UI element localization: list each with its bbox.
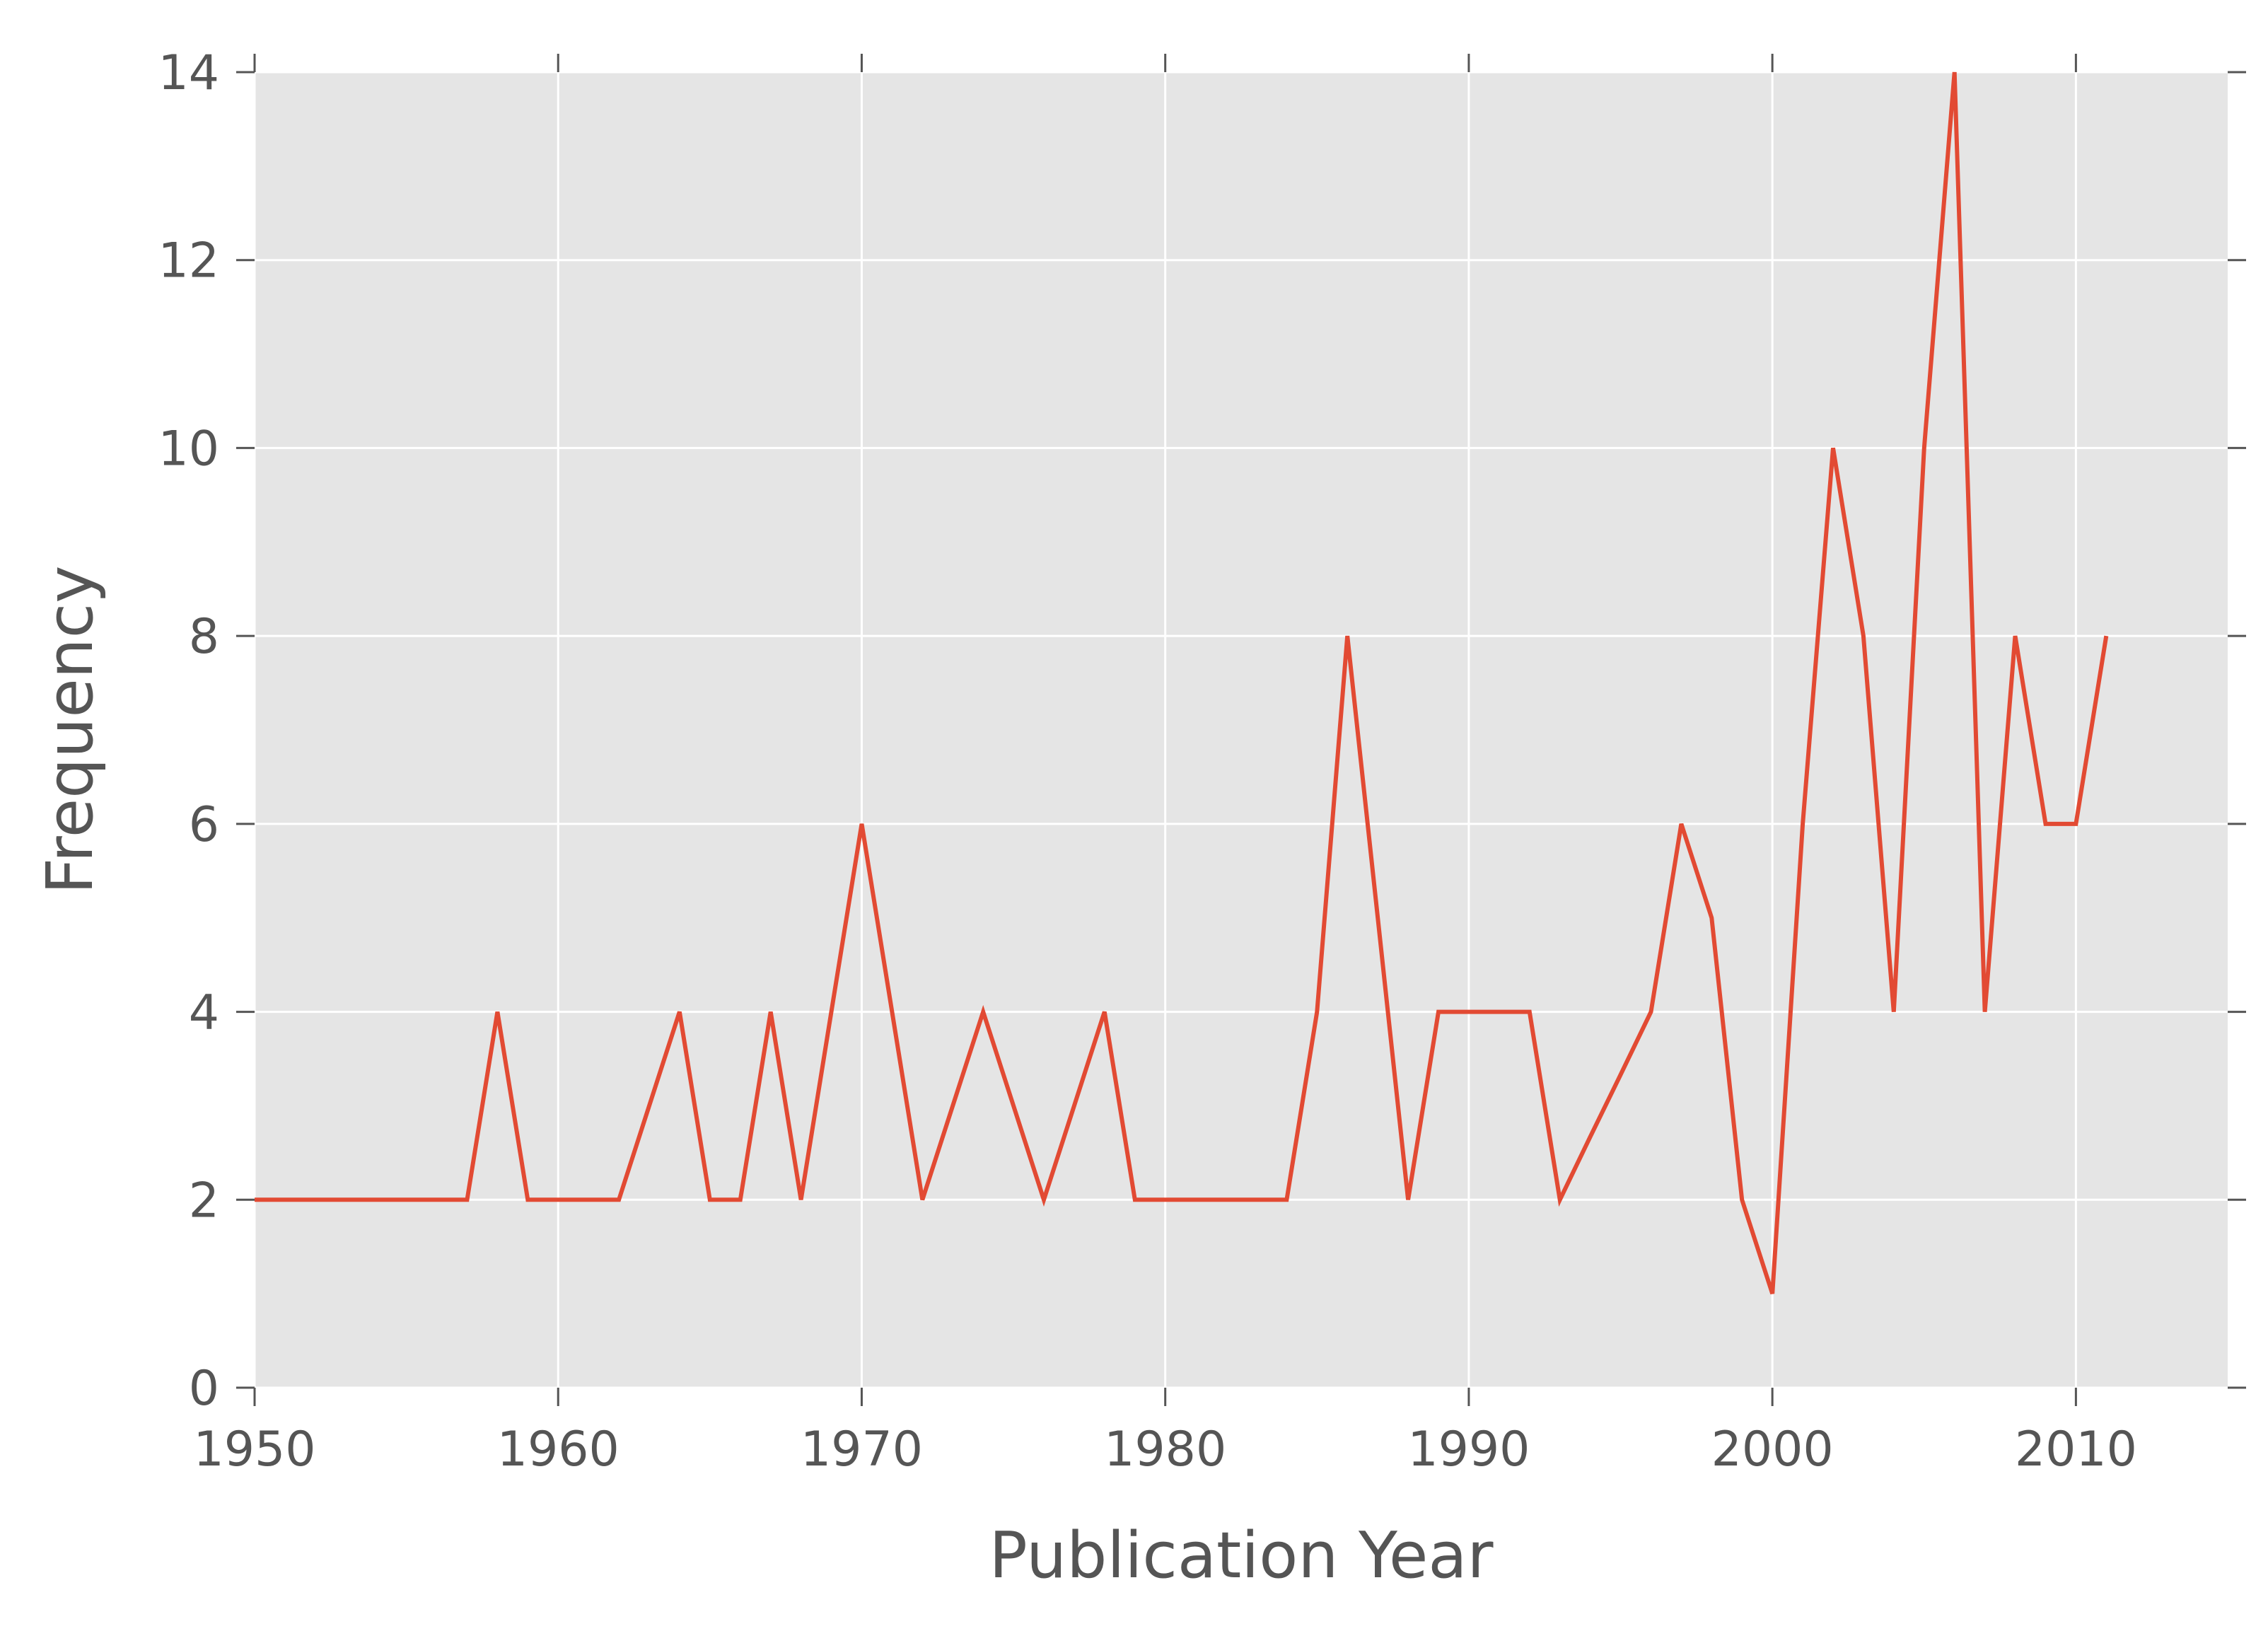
x-tick-label: 1990 — [1407, 1422, 1530, 1478]
y-tick-label: 6 — [189, 797, 219, 853]
x-tick-label: 1950 — [193, 1422, 315, 1478]
x-tick-label: 2010 — [2015, 1422, 2137, 1478]
grid-lines — [253, 71, 2228, 1389]
tick-labels: 1950 1960 1970 1980 1990 2000 2010 0 2 4 6 8 10 12 14 — [158, 45, 2136, 1478]
y-tick-label: 0 — [189, 1361, 219, 1417]
x-tick-label: 1970 — [801, 1422, 923, 1478]
series-line — [255, 71, 2109, 1295]
y-tick-label: 12 — [158, 233, 219, 289]
y-tick-label: 14 — [158, 45, 219, 101]
y-tick-label: 2 — [189, 1173, 219, 1229]
x-tick-label: 1980 — [1104, 1422, 1226, 1478]
x-tick-label: 1960 — [497, 1422, 620, 1478]
y-axis-label: Frequency — [33, 566, 107, 895]
x-tick-label: 2000 — [1711, 1422, 1834, 1478]
y-tick-label: 10 — [158, 421, 219, 477]
y-tick-label: 8 — [189, 609, 219, 665]
plot-background — [255, 72, 2228, 1388]
axis-ticks — [236, 54, 2246, 1406]
series-group — [255, 71, 2109, 1295]
x-axis-label: Publication Year — [989, 1519, 1493, 1593]
y-tick-label: 4 — [189, 985, 219, 1041]
